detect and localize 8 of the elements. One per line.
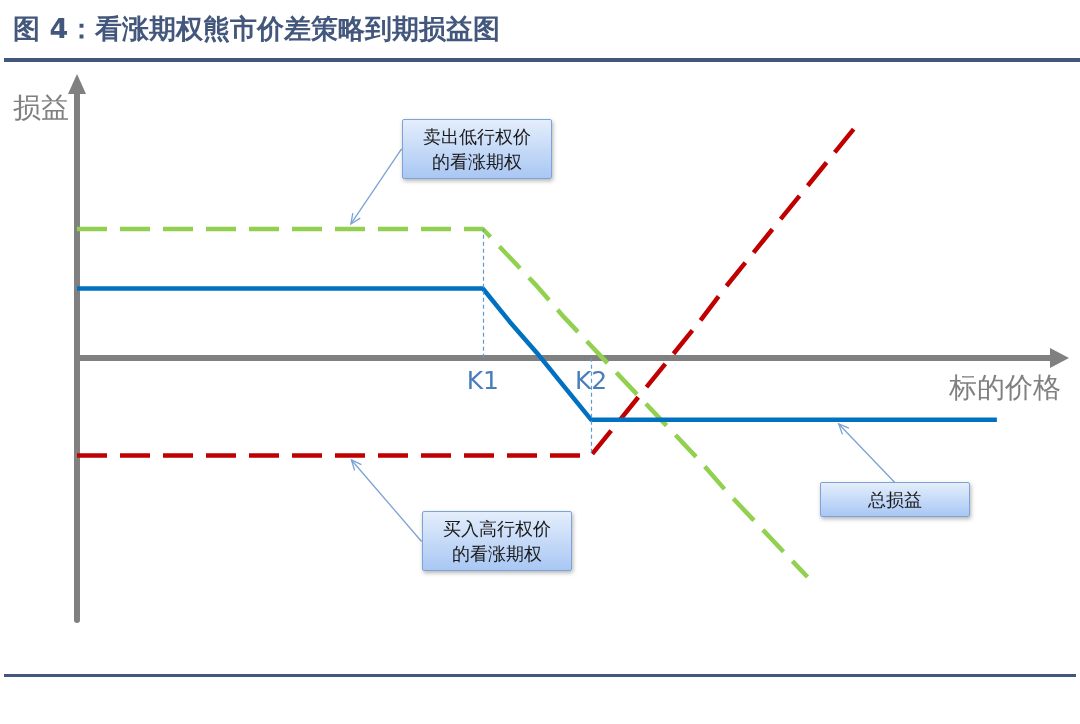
x-axis-title: 标的价格 [948,371,1061,405]
x-tick-label: K2 [574,365,608,395]
callout-box: 卖出低行权价的看涨期权 [401,118,552,179]
y-axis-title: 损益 [13,90,69,124]
x-tick-label: K1 [466,365,499,395]
callout-box: 买入高行权价的看涨期权 [421,511,572,572]
chart-title: 图 4：看涨期权熊市价差策略到期损益图 [13,13,501,44]
callout-box: 总损益 [819,482,970,518]
